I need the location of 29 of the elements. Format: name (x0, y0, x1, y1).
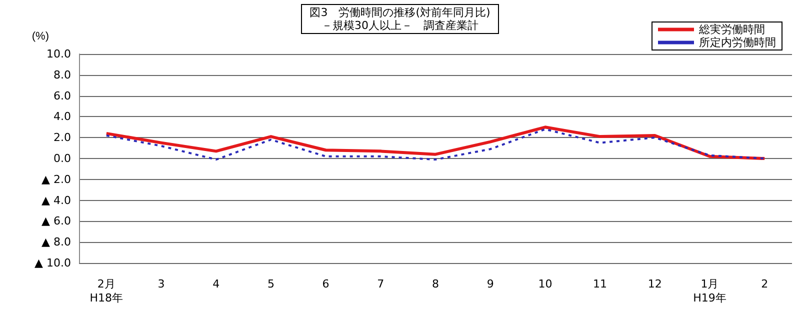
y-tick-label: ▲ 6.0 (42, 214, 71, 228)
y-tick-label: ▲ 4.0 (42, 194, 71, 207)
y-tick-label: 0.0 (54, 152, 71, 165)
y-tick-label: 2.0 (54, 131, 71, 144)
x-tick-label: 7 (377, 278, 384, 290)
x-tick-label: 10 (538, 278, 552, 290)
x-tick-label: 5 (267, 278, 274, 290)
x-tick-label: 3 (158, 278, 165, 290)
x-tick-label: 4 (212, 278, 220, 290)
y-tick-label: 10.0 (46, 48, 71, 60)
x-tick-label: 11 (593, 278, 608, 290)
chart-title: 図3 労働時間の推移(対前年同月比) (310, 6, 490, 19)
chart-subtitle: －規模30人以上－ 調査産業計 (322, 19, 478, 32)
x-tick-label: 6 (322, 278, 330, 290)
y-tick-label: 6.0 (54, 89, 71, 102)
y-tick-label: ▲ 8.0 (42, 236, 71, 249)
x-tick-label: 2月 H18年 (90, 278, 124, 304)
x-tick-label: 8 (432, 278, 439, 290)
y-tick-label: 8.0 (54, 68, 71, 82)
legend-label: 総実労働時間 (698, 23, 765, 36)
y-axis-title: (%) (32, 30, 49, 42)
x-tick-label: 2 (761, 278, 768, 290)
legend-label: 所定内労働時間 (699, 36, 776, 49)
y-tick-label: ▲ 2.0 (42, 172, 71, 186)
x-tick-label: 12 (648, 278, 662, 290)
x-tick-label: 9 (486, 278, 494, 290)
y-tick-label: ▲ 10.0 (34, 256, 71, 270)
y-tick-label: 4.0 (54, 110, 71, 124)
x-tick-label: 1月 H19年 (693, 278, 726, 304)
